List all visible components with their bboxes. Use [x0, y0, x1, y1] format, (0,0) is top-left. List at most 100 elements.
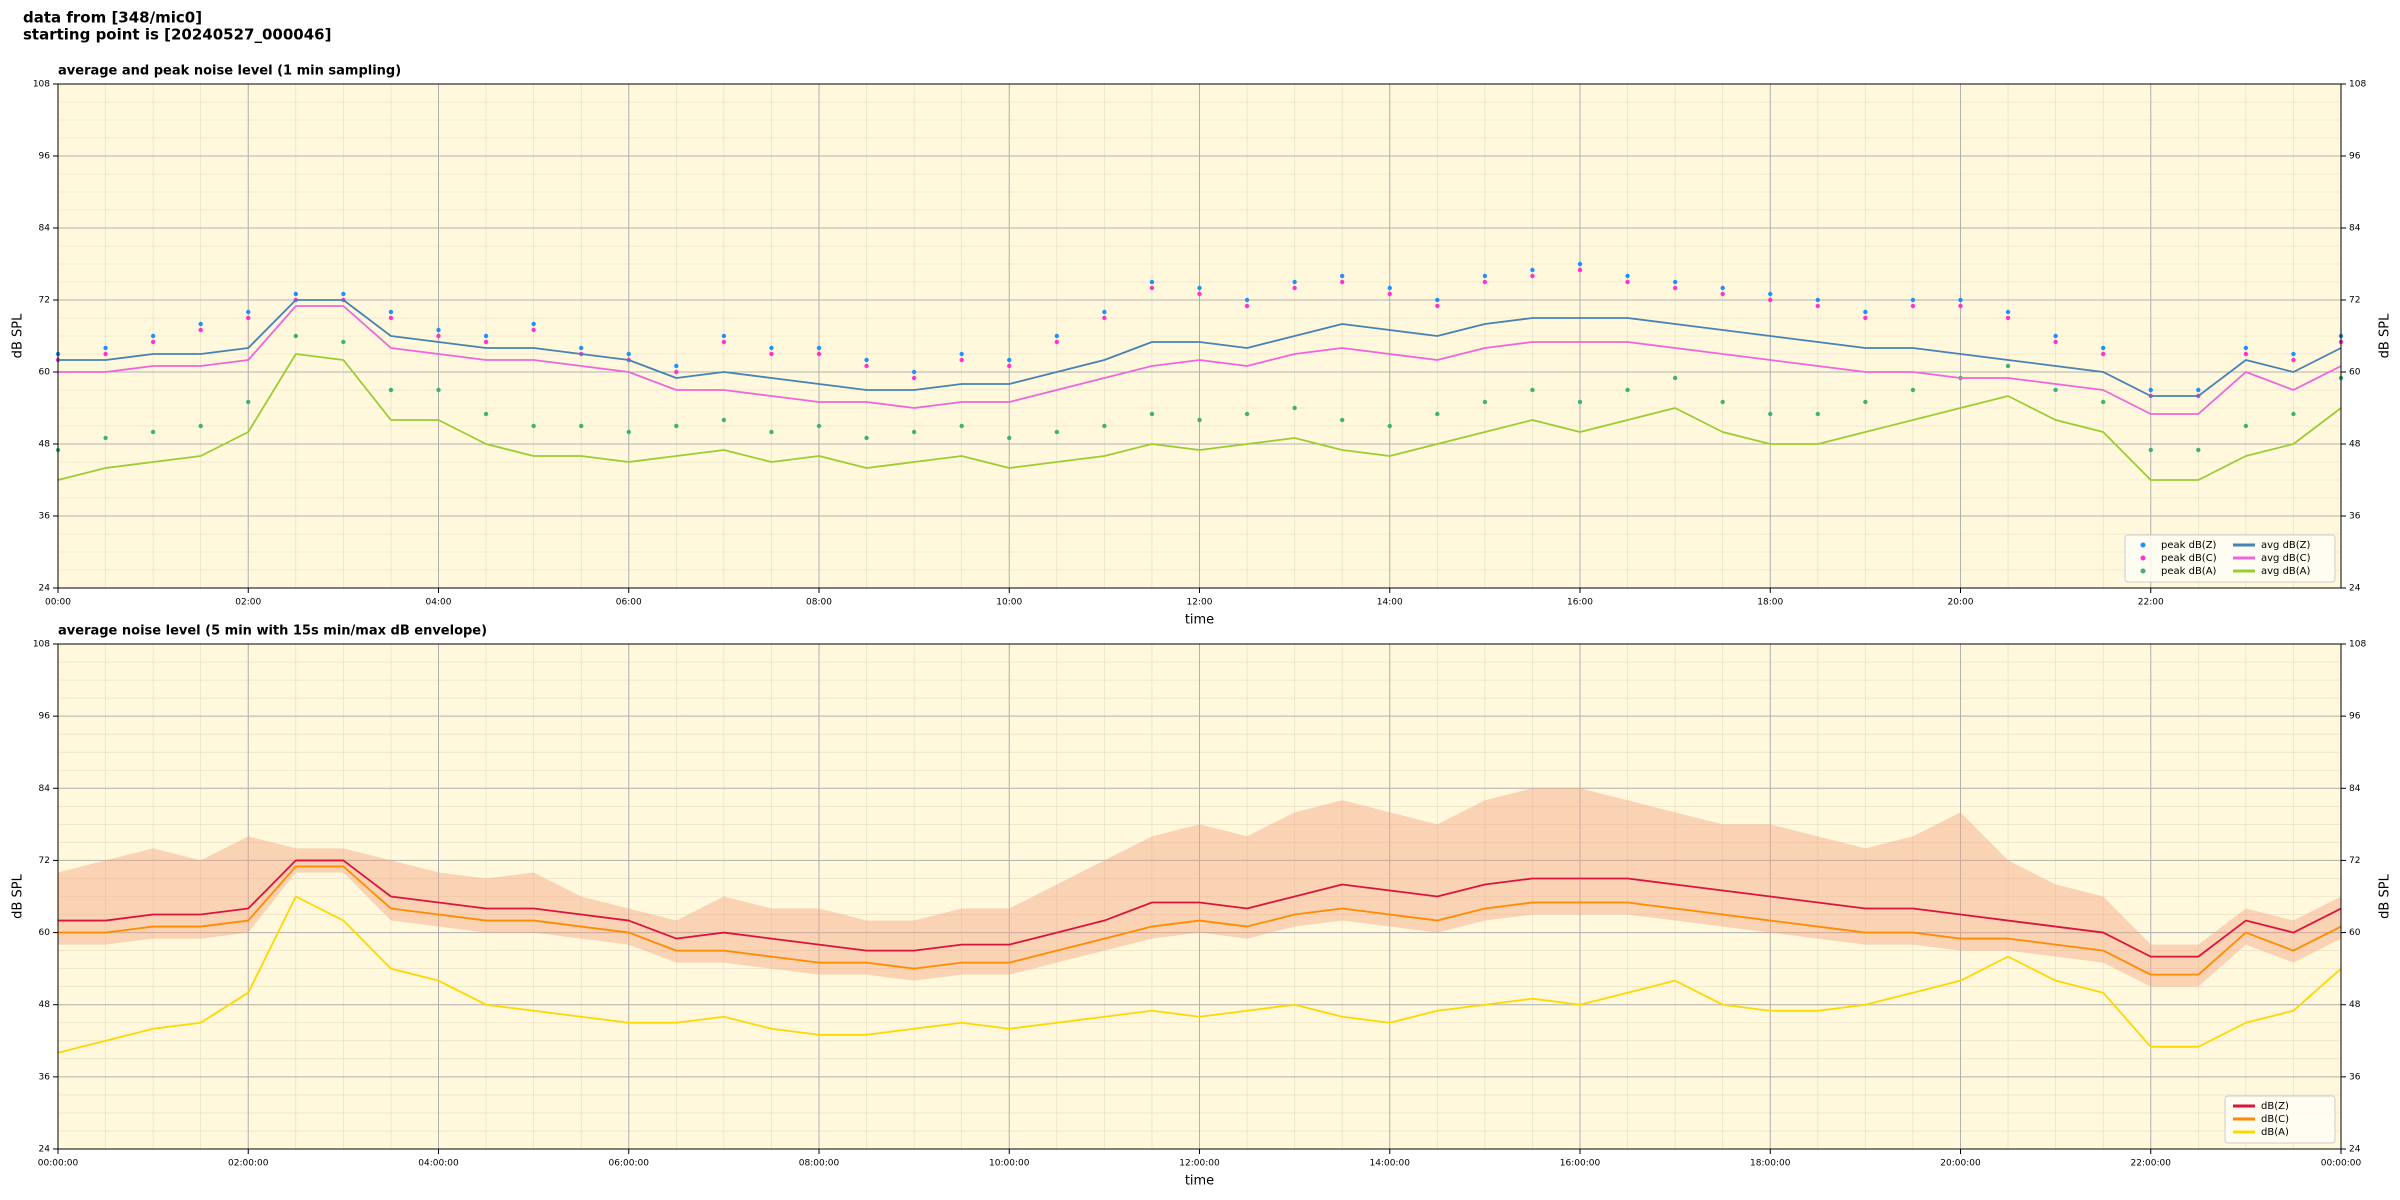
peak-point — [1149, 411, 1155, 417]
x-tick-label: 20:00:00 — [1940, 1159, 1981, 1169]
y-tick-label: 108 — [33, 640, 50, 650]
peak-point — [2148, 387, 2153, 393]
y-axis-label: dB SPL — [2378, 313, 2393, 358]
x-tick-label: 10:00 — [996, 598, 1022, 608]
chart-title: average noise level (5 min with 15s min/… — [58, 624, 487, 639]
peak-point — [2100, 399, 2106, 405]
y-tick-label: 48 — [2349, 1000, 2361, 1010]
y-tick-label: 48 — [2349, 440, 2361, 450]
peak-point — [1625, 387, 1630, 393]
peak-point — [1530, 273, 1535, 279]
legend-marker — [2140, 568, 2146, 574]
peak-point — [2291, 411, 2296, 417]
peak-point — [1102, 423, 1107, 429]
peak-point — [483, 333, 489, 339]
peak-point — [293, 333, 299, 339]
peak-point — [1244, 303, 1250, 309]
peak-point — [911, 429, 917, 435]
y-tick-label: 72 — [39, 296, 50, 306]
y-tick-label: 72 — [39, 856, 50, 866]
y-tick-label: 60 — [2349, 368, 2361, 378]
peak-point — [1007, 357, 1012, 363]
y-tick-label: 24 — [39, 1145, 51, 1155]
peak-point — [1244, 411, 1250, 417]
peak-point — [1910, 303, 1916, 309]
peak-point — [911, 375, 917, 381]
y-tick-label: 84 — [39, 224, 51, 234]
y-axis-label: dB SPL — [11, 873, 26, 918]
peak-point — [1435, 297, 1440, 303]
legend-label: peak dB(A) — [2161, 566, 2217, 577]
peak-point — [2243, 351, 2249, 357]
peak-point — [1482, 273, 1488, 279]
y-tick-label: 60 — [39, 928, 51, 938]
peak-point — [1577, 267, 1583, 273]
y-tick-label: 108 — [33, 80, 50, 90]
peak-point — [1482, 399, 1488, 405]
series-line — [57, 895, 2342, 1054]
peak-point — [578, 345, 584, 351]
peak-point — [1910, 297, 1916, 303]
peak-point — [198, 423, 203, 429]
y-tick-label: 72 — [2349, 296, 2360, 306]
legend-label: peak dB(Z) — [2161, 540, 2217, 551]
x-tick-label: 04:00 — [426, 598, 452, 608]
peak-point — [103, 345, 108, 351]
x-tick-label: 16:00:00 — [1560, 1159, 1601, 1169]
peak-point — [1672, 279, 1678, 285]
peak-point — [1815, 411, 1821, 417]
peak-point — [864, 357, 869, 363]
peak-point — [1339, 417, 1345, 423]
x-tick-label: 04:00:00 — [418, 1159, 459, 1169]
x-tick-label: 08:00 — [806, 598, 832, 608]
peak-point — [1387, 423, 1392, 429]
peak-point — [721, 339, 727, 345]
peak-point — [1435, 411, 1440, 417]
peak-point — [1197, 291, 1202, 297]
peak-point — [1007, 363, 1012, 369]
peak-point — [1054, 429, 1060, 435]
y-tick-label: 108 — [2349, 80, 2366, 90]
peak-point — [864, 363, 869, 369]
peak-point — [1863, 315, 1868, 321]
y-axis-label: dB SPL — [11, 313, 26, 358]
y-axis-label: dB SPL — [2378, 873, 2393, 918]
peak-point — [1054, 339, 1060, 345]
peak-point — [674, 363, 679, 369]
peak-point — [769, 351, 774, 357]
peak-point — [1292, 285, 1297, 291]
peak-point — [1244, 297, 1250, 303]
peak-point — [2005, 363, 2011, 369]
x-tick-label: 12:00:00 — [1179, 1159, 1220, 1169]
x-tick-label: 06:00 — [616, 598, 642, 608]
peak-point — [2005, 315, 2011, 321]
chart-title: average and peak noise level (1 min samp… — [58, 64, 401, 79]
peak-point — [436, 333, 441, 339]
y-tick-label: 36 — [39, 1072, 51, 1082]
peak-point — [1102, 315, 1107, 321]
y-tick-label: 36 — [39, 512, 51, 522]
peak-point — [531, 423, 536, 429]
series-line — [58, 305, 2342, 415]
legend-label: dB(C) — [2261, 1114, 2289, 1125]
peak-point — [674, 423, 679, 429]
peak-point — [150, 333, 156, 339]
x-tick-label: 00:00 — [45, 598, 71, 608]
peak-point — [2291, 357, 2296, 363]
peak-point — [1958, 303, 1963, 309]
peak-point — [1720, 291, 1725, 297]
x-tick-label: 22:00 — [2138, 598, 2164, 608]
peak-point — [911, 369, 917, 375]
y-tick-label: 60 — [39, 368, 51, 378]
peak-point — [1672, 285, 1678, 291]
peak-point — [246, 399, 251, 405]
header-line: data from [348/mic0] — [23, 9, 202, 27]
legend-label: dB(Z) — [2261, 1101, 2289, 1112]
peak-point — [721, 333, 727, 339]
y-tick-label: 60 — [2349, 928, 2361, 938]
legend-box — [2124, 534, 2336, 583]
peak-point — [1339, 273, 1345, 279]
peak-point — [1720, 399, 1725, 405]
peak-point — [531, 327, 536, 333]
